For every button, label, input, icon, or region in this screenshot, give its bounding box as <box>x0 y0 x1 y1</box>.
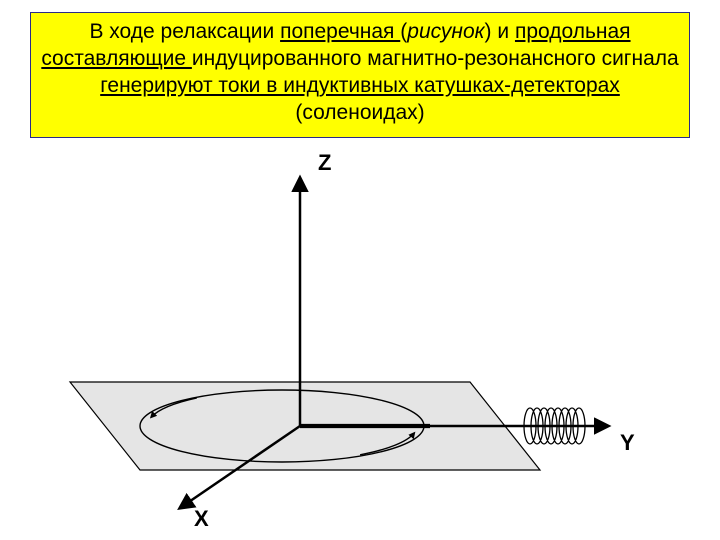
banner: В ходе релаксации поперечная (рисунок) и… <box>30 12 690 138</box>
axis-label-y: Y <box>620 430 635 456</box>
banner-text: В ходе релаксации поперечная (рисунок) и… <box>41 19 679 127</box>
coordinate-diagram <box>0 150 720 530</box>
axis-label-x: X <box>194 506 209 532</box>
diagram-container <box>0 150 720 530</box>
axis-label-z: Z <box>318 150 331 176</box>
